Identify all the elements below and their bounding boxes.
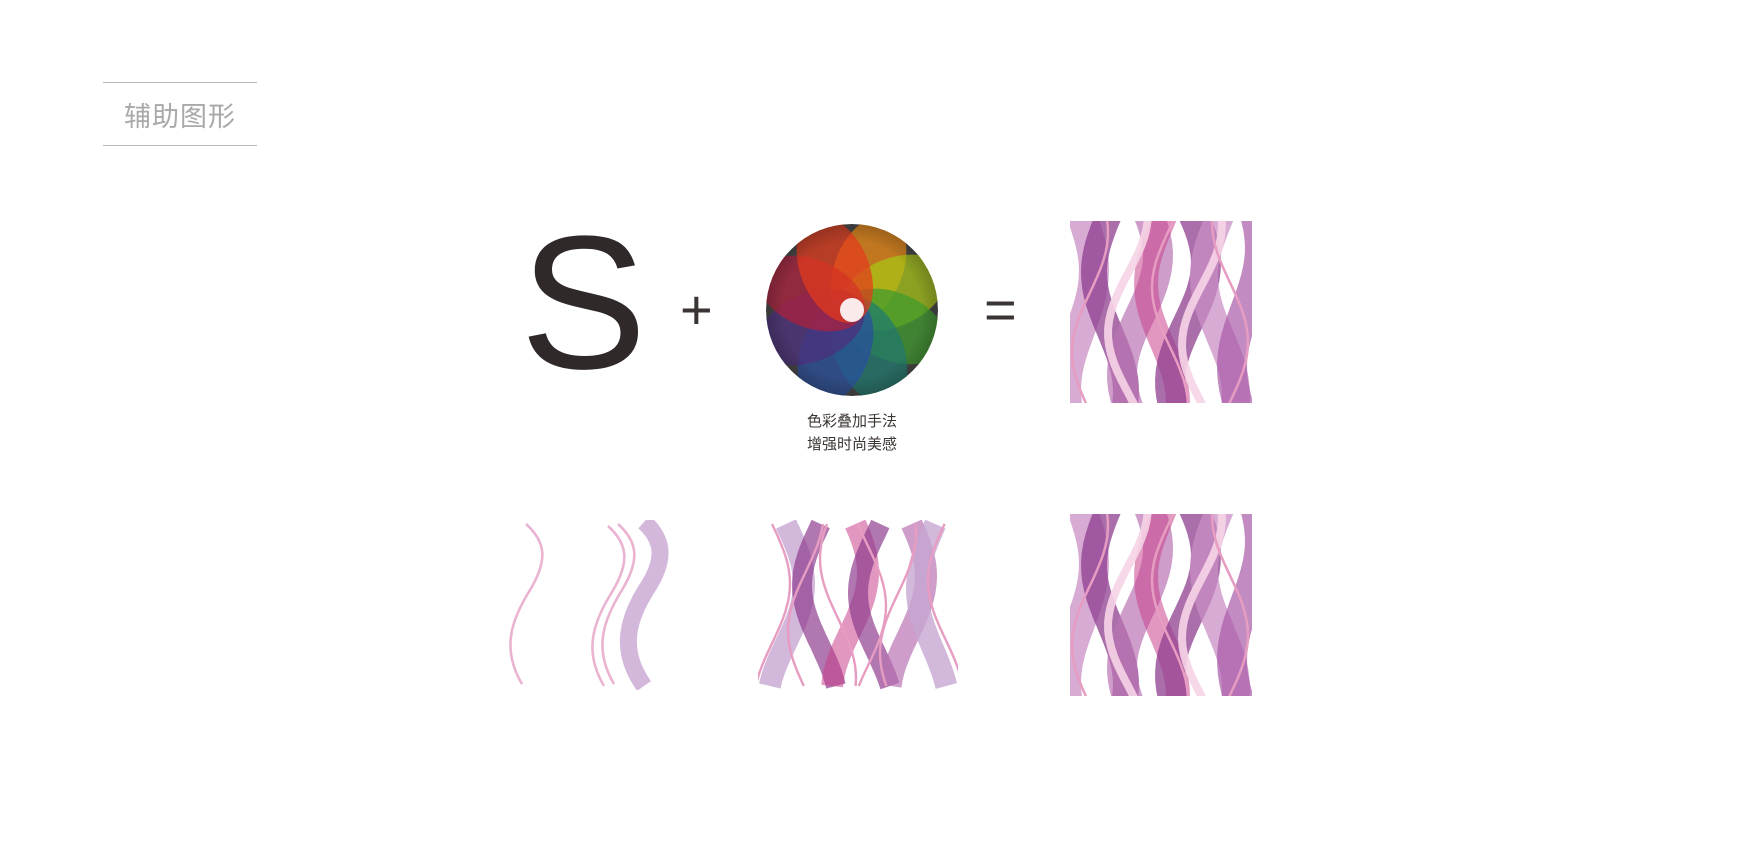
pattern-wave — [1177, 221, 1226, 403]
pattern-thin-wave — [1070, 221, 1110, 403]
cluster-thin-wave — [926, 523, 958, 673]
cluster-thin-wave — [786, 523, 825, 687]
cluster-wave — [905, 520, 957, 689]
caption: 色彩叠加手法 增强时尚美感 — [752, 410, 952, 456]
s-letter: S — [520, 197, 647, 409]
cluster-thin-wave — [758, 523, 792, 682]
wave-strokes-single — [509, 520, 669, 690]
pattern-thin-wave — [1210, 514, 1250, 696]
section-title-block: 辅助图形 — [103, 82, 257, 146]
wave-pattern-bottom — [1070, 514, 1252, 696]
pattern-thin-wave — [1210, 221, 1250, 403]
cluster-thin-wave — [856, 523, 888, 687]
pattern-wave — [1104, 221, 1152, 403]
section-title: 辅助图形 — [124, 101, 236, 133]
caption-line-2: 增强时尚美感 — [806, 435, 897, 453]
cluster-wave — [791, 520, 846, 689]
pattern-thin-wave — [1150, 221, 1190, 403]
caption-line-1: 色彩叠加手法 — [806, 412, 897, 430]
cluster-thin-wave — [878, 523, 918, 687]
pattern-thin-wave — [1150, 514, 1190, 696]
pattern-wave — [1217, 221, 1252, 403]
wave-stroke-thin-3 — [591, 525, 626, 687]
pattern-wave — [1104, 514, 1152, 696]
wave-pattern-top — [1070, 221, 1252, 403]
equals-sign: = — [984, 278, 1017, 341]
cluster-thin-wave — [818, 523, 858, 687]
pattern-wave — [1177, 514, 1226, 696]
wave-cluster — [758, 520, 958, 690]
color-wheel-icon — [766, 224, 938, 396]
wave-stroke-thin-2 — [601, 523, 636, 685]
wave-stroke-thin-1 — [509, 523, 544, 685]
pattern-wave — [1217, 514, 1252, 696]
pattern-thin-wave — [1070, 514, 1110, 696]
wave-stroke-thick — [619, 520, 669, 690]
plus-sign: + — [680, 278, 713, 341]
